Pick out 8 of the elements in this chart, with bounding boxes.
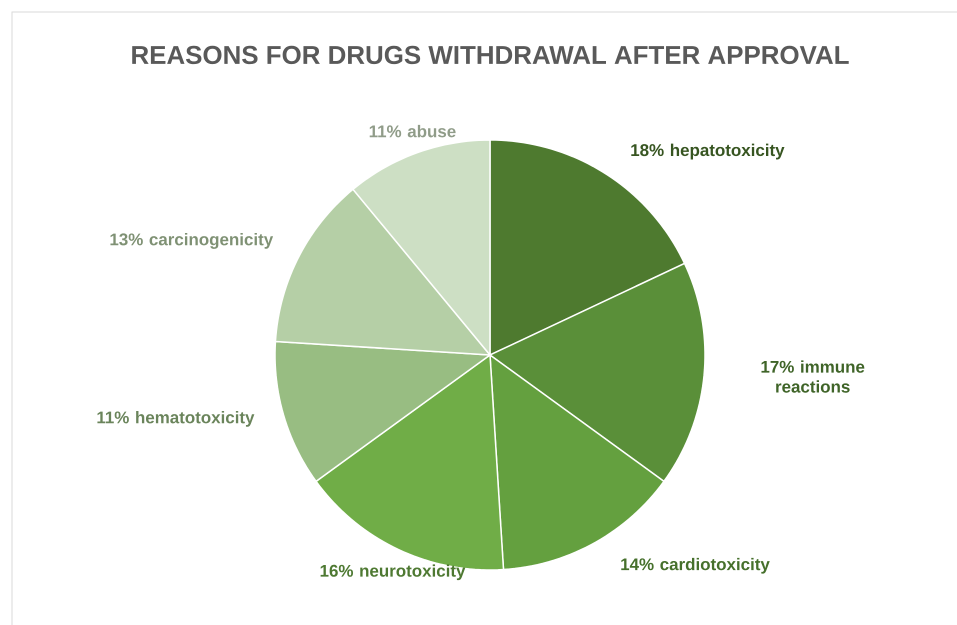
slice-label: 16% neurotoxicity [320, 564, 466, 580]
slice-label: 11% hematotoxicity [97, 410, 254, 427]
slice-label: 18% hepatotoxicity [631, 144, 784, 160]
chart-title: REASONS FOR DRUGS WITHDRAWAL AFTER APPROVAL [132, 46, 849, 64]
slice-label: 13% carcinogenicity [110, 232, 274, 249]
slice-label: 14% cardiotoxicity [621, 558, 770, 574]
slice-label: 17% immune reactions [761, 360, 864, 393]
slice-label: 11% abuse [370, 124, 456, 138]
